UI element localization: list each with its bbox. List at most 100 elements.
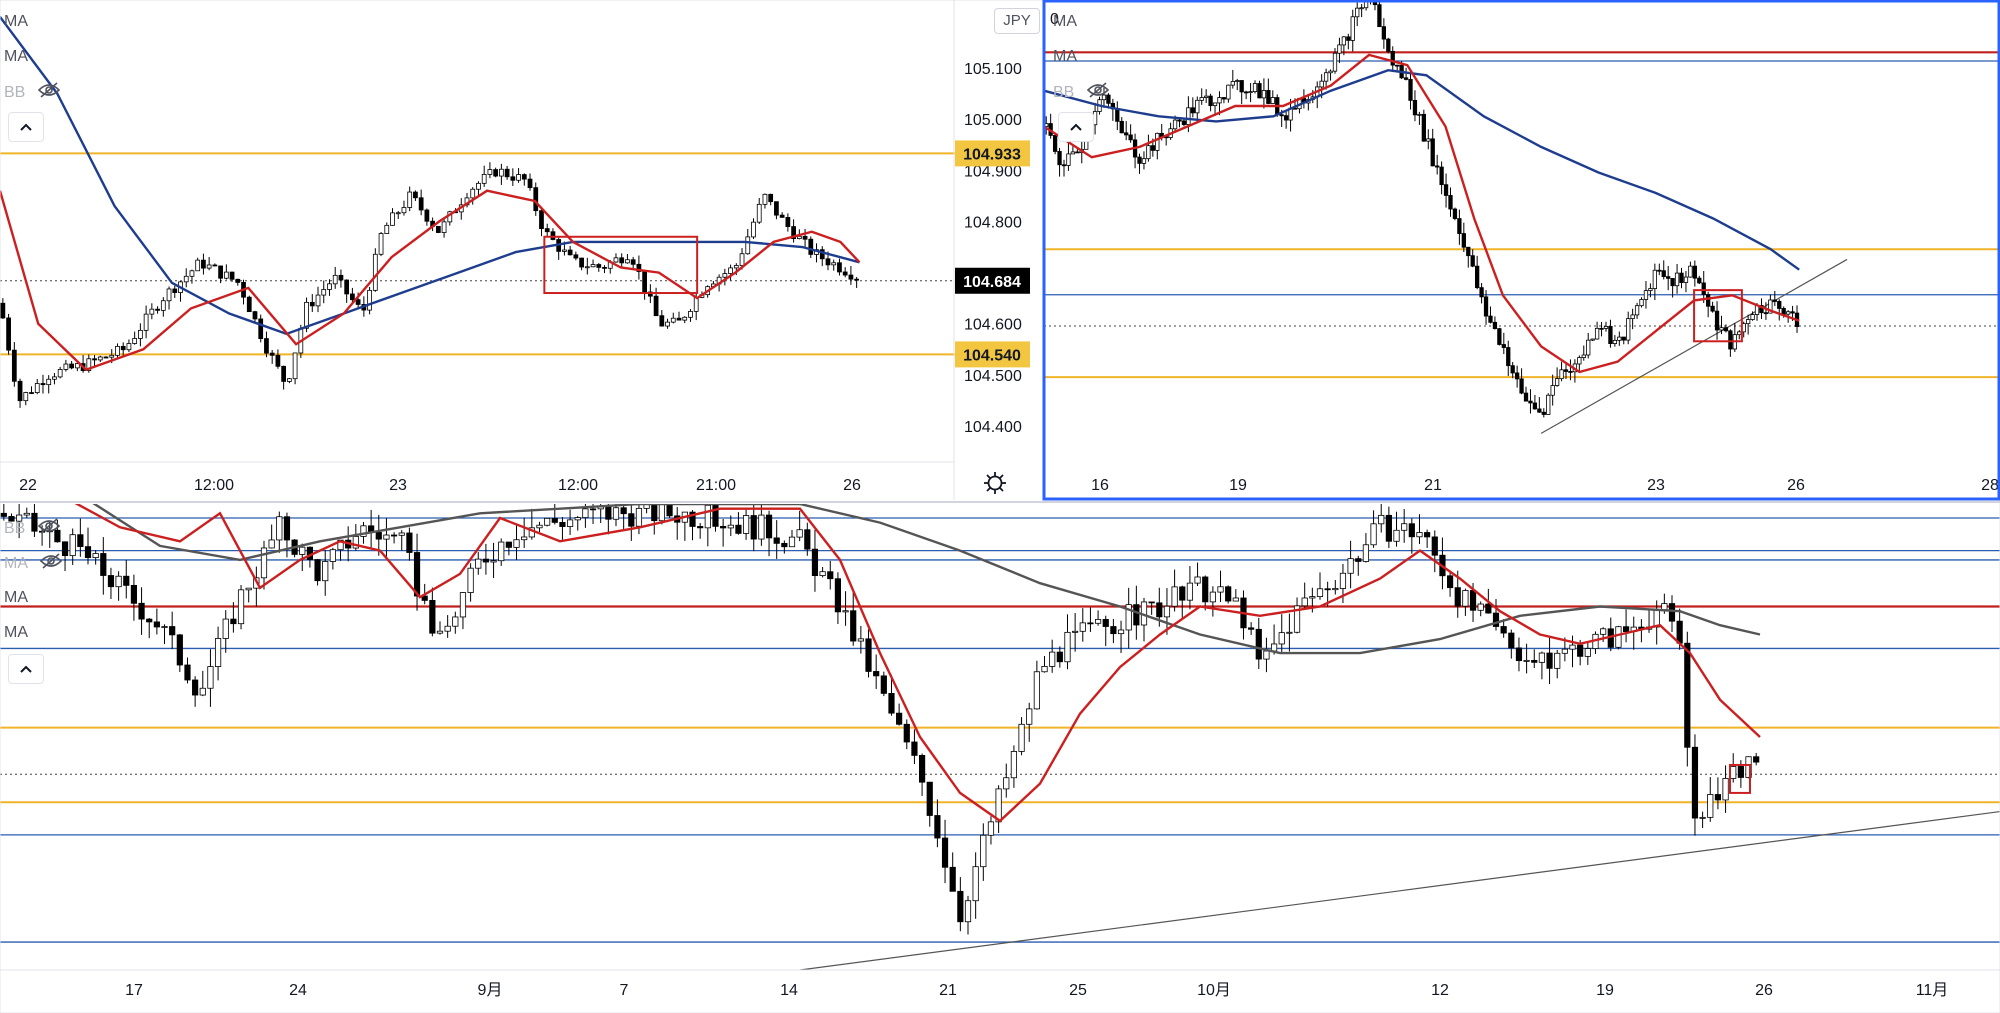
bottom-chart[interactable]: 17 24 9月 7 14 21 25 10月 12 19 26 11月 <box>0 467 2000 999</box>
candle-body <box>1531 659 1538 663</box>
candle-body <box>482 558 490 563</box>
candle-body <box>1510 365 1515 374</box>
candle-body <box>1586 339 1591 356</box>
bb-indicator-label[interactable]: BB <box>1053 82 1109 104</box>
candle-body <box>504 168 510 178</box>
candle-body <box>1523 659 1530 662</box>
candle-body <box>1202 576 1209 603</box>
ma-indicator-label[interactable]: MA <box>4 48 28 65</box>
collapse-legend-button[interactable] <box>1058 112 1094 142</box>
candle-body <box>896 712 903 725</box>
candle-body <box>1554 652 1561 669</box>
candle-body <box>774 201 779 216</box>
candle-body <box>69 534 76 557</box>
candle-body <box>123 575 130 586</box>
candle-body <box>1324 588 1331 591</box>
time-axis-label: 12:00 <box>558 477 598 494</box>
ma-indicator-label[interactable]: MA <box>4 589 28 606</box>
candle-body <box>1519 378 1524 394</box>
candle-body <box>337 539 344 551</box>
candle-body <box>192 679 199 696</box>
candle-body <box>659 315 665 327</box>
candle-body <box>383 534 390 540</box>
candle-body <box>1225 586 1232 602</box>
candle-body <box>189 270 195 277</box>
candle-body <box>1257 83 1262 99</box>
candle-body <box>704 504 711 529</box>
top-left-chart[interactable] <box>0 16 955 408</box>
candle-body <box>1056 651 1063 663</box>
candle-body <box>31 512 38 532</box>
ma-indicator-label[interactable]: MA <box>4 553 62 575</box>
candle-body <box>1446 575 1454 589</box>
bb-indicator-text: BB <box>1053 84 1075 102</box>
candle-body <box>160 300 166 311</box>
eye-off-icon[interactable] <box>1086 82 1109 104</box>
candle-body <box>1347 558 1354 574</box>
candle-body <box>436 630 444 634</box>
candle-body <box>138 329 143 339</box>
highlight-box <box>1729 763 1751 794</box>
eye-off-icon[interactable] <box>37 82 60 104</box>
candle-body <box>1448 195 1453 210</box>
candle-body <box>1263 650 1270 660</box>
candle-body <box>1469 590 1477 611</box>
candle-body <box>378 233 384 255</box>
bb-indicator-label[interactable]: BB <box>4 82 60 104</box>
time-axis-label: 21 <box>1424 477 1442 494</box>
candle-body <box>424 209 430 222</box>
candle-body <box>1177 119 1182 122</box>
candle-body <box>1626 318 1631 341</box>
candle-body <box>802 235 808 240</box>
candle-body <box>666 504 673 517</box>
candle-body <box>350 293 355 301</box>
collapse-legend-button[interactable] <box>8 654 44 684</box>
ma-indicator-label[interactable]: MA <box>4 13 28 30</box>
currency-button[interactable]: JPY <box>994 8 1040 34</box>
candle-body <box>1546 652 1553 669</box>
candle-body <box>222 618 229 639</box>
candle-body <box>505 541 512 548</box>
collapse-legend-button[interactable] <box>8 112 44 142</box>
eye-off-icon[interactable] <box>37 518 60 540</box>
candle-body <box>613 257 619 263</box>
candle-body <box>1319 80 1324 88</box>
gear-icon[interactable] <box>982 470 1008 496</box>
candle-body <box>1359 7 1364 10</box>
candle-body <box>252 311 258 320</box>
candle-body <box>1075 151 1080 154</box>
time-axis-label: 7 <box>620 982 629 999</box>
candle-body <box>1416 532 1423 538</box>
candle-body <box>1577 644 1584 657</box>
ma-indicator-label[interactable]: MA <box>1053 13 1077 30</box>
candle-body <box>1577 357 1582 365</box>
candle-body <box>1777 301 1782 309</box>
candle-body <box>92 358 97 361</box>
candle-body <box>126 343 132 351</box>
candle-body <box>735 524 742 534</box>
candle-body <box>1378 514 1385 525</box>
candle-body <box>322 561 329 582</box>
candle-body <box>1386 38 1391 52</box>
time-axis-label: 19 <box>1229 477 1247 494</box>
candle-body <box>100 553 107 576</box>
candle-body <box>1737 331 1742 336</box>
candle-body <box>819 249 825 260</box>
candle-body <box>1590 338 1595 341</box>
candle-body <box>825 258 831 266</box>
active-panel-border <box>1042 0 2000 501</box>
candle-body <box>1728 330 1733 350</box>
candle-body <box>1674 272 1680 287</box>
candle-body <box>880 675 887 694</box>
candle-body <box>1670 278 1675 287</box>
bb-indicator-label[interactable]: BB <box>4 518 60 540</box>
candle-body <box>1243 91 1249 94</box>
ma-indicator-label[interactable]: MA <box>4 624 28 641</box>
ma-indicator-label[interactable]: MA <box>1053 48 1077 65</box>
candle-body <box>513 539 520 548</box>
eye-off-icon[interactable] <box>39 553 62 575</box>
candle-body <box>223 271 229 279</box>
chevron-up-icon <box>1070 123 1082 131</box>
candle-body <box>184 664 191 681</box>
top-right-chart[interactable]: 16 19 21 23 26 28 <box>1044 0 2000 494</box>
